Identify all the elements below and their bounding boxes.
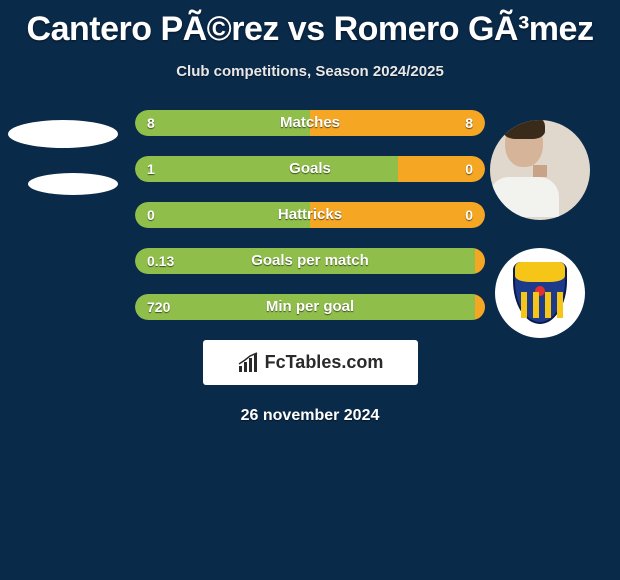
stat-row: 10Goals <box>135 156 485 182</box>
stat-row: 00Hattricks <box>135 202 485 228</box>
page-title: Cantero PÃ©rez vs Romero GÃ³mez <box>0 0 620 49</box>
chart-icon <box>237 352 261 374</box>
subtitle: Club competitions, Season 2024/2025 <box>0 63 620 80</box>
comparison-stats: 88Matches 10Goals 00Hattricks 0.13Goals per… <box>0 110 620 320</box>
stat-row: 0.13Goals per match <box>135 248 485 274</box>
brand-text: FcTables.com <box>265 352 384 373</box>
stat-row: 720Min per goal <box>135 294 485 320</box>
stat-label: Min per goal <box>135 294 485 320</box>
date-label: 26 november 2024 <box>0 407 620 425</box>
stat-label: Goals <box>135 156 485 182</box>
stat-row: 88Matches <box>135 110 485 136</box>
stat-label: Hattricks <box>135 202 485 228</box>
stat-label: Matches <box>135 110 485 136</box>
brand-badge: FcTables.com <box>203 340 418 385</box>
stat-label: Goals per match <box>135 248 485 274</box>
